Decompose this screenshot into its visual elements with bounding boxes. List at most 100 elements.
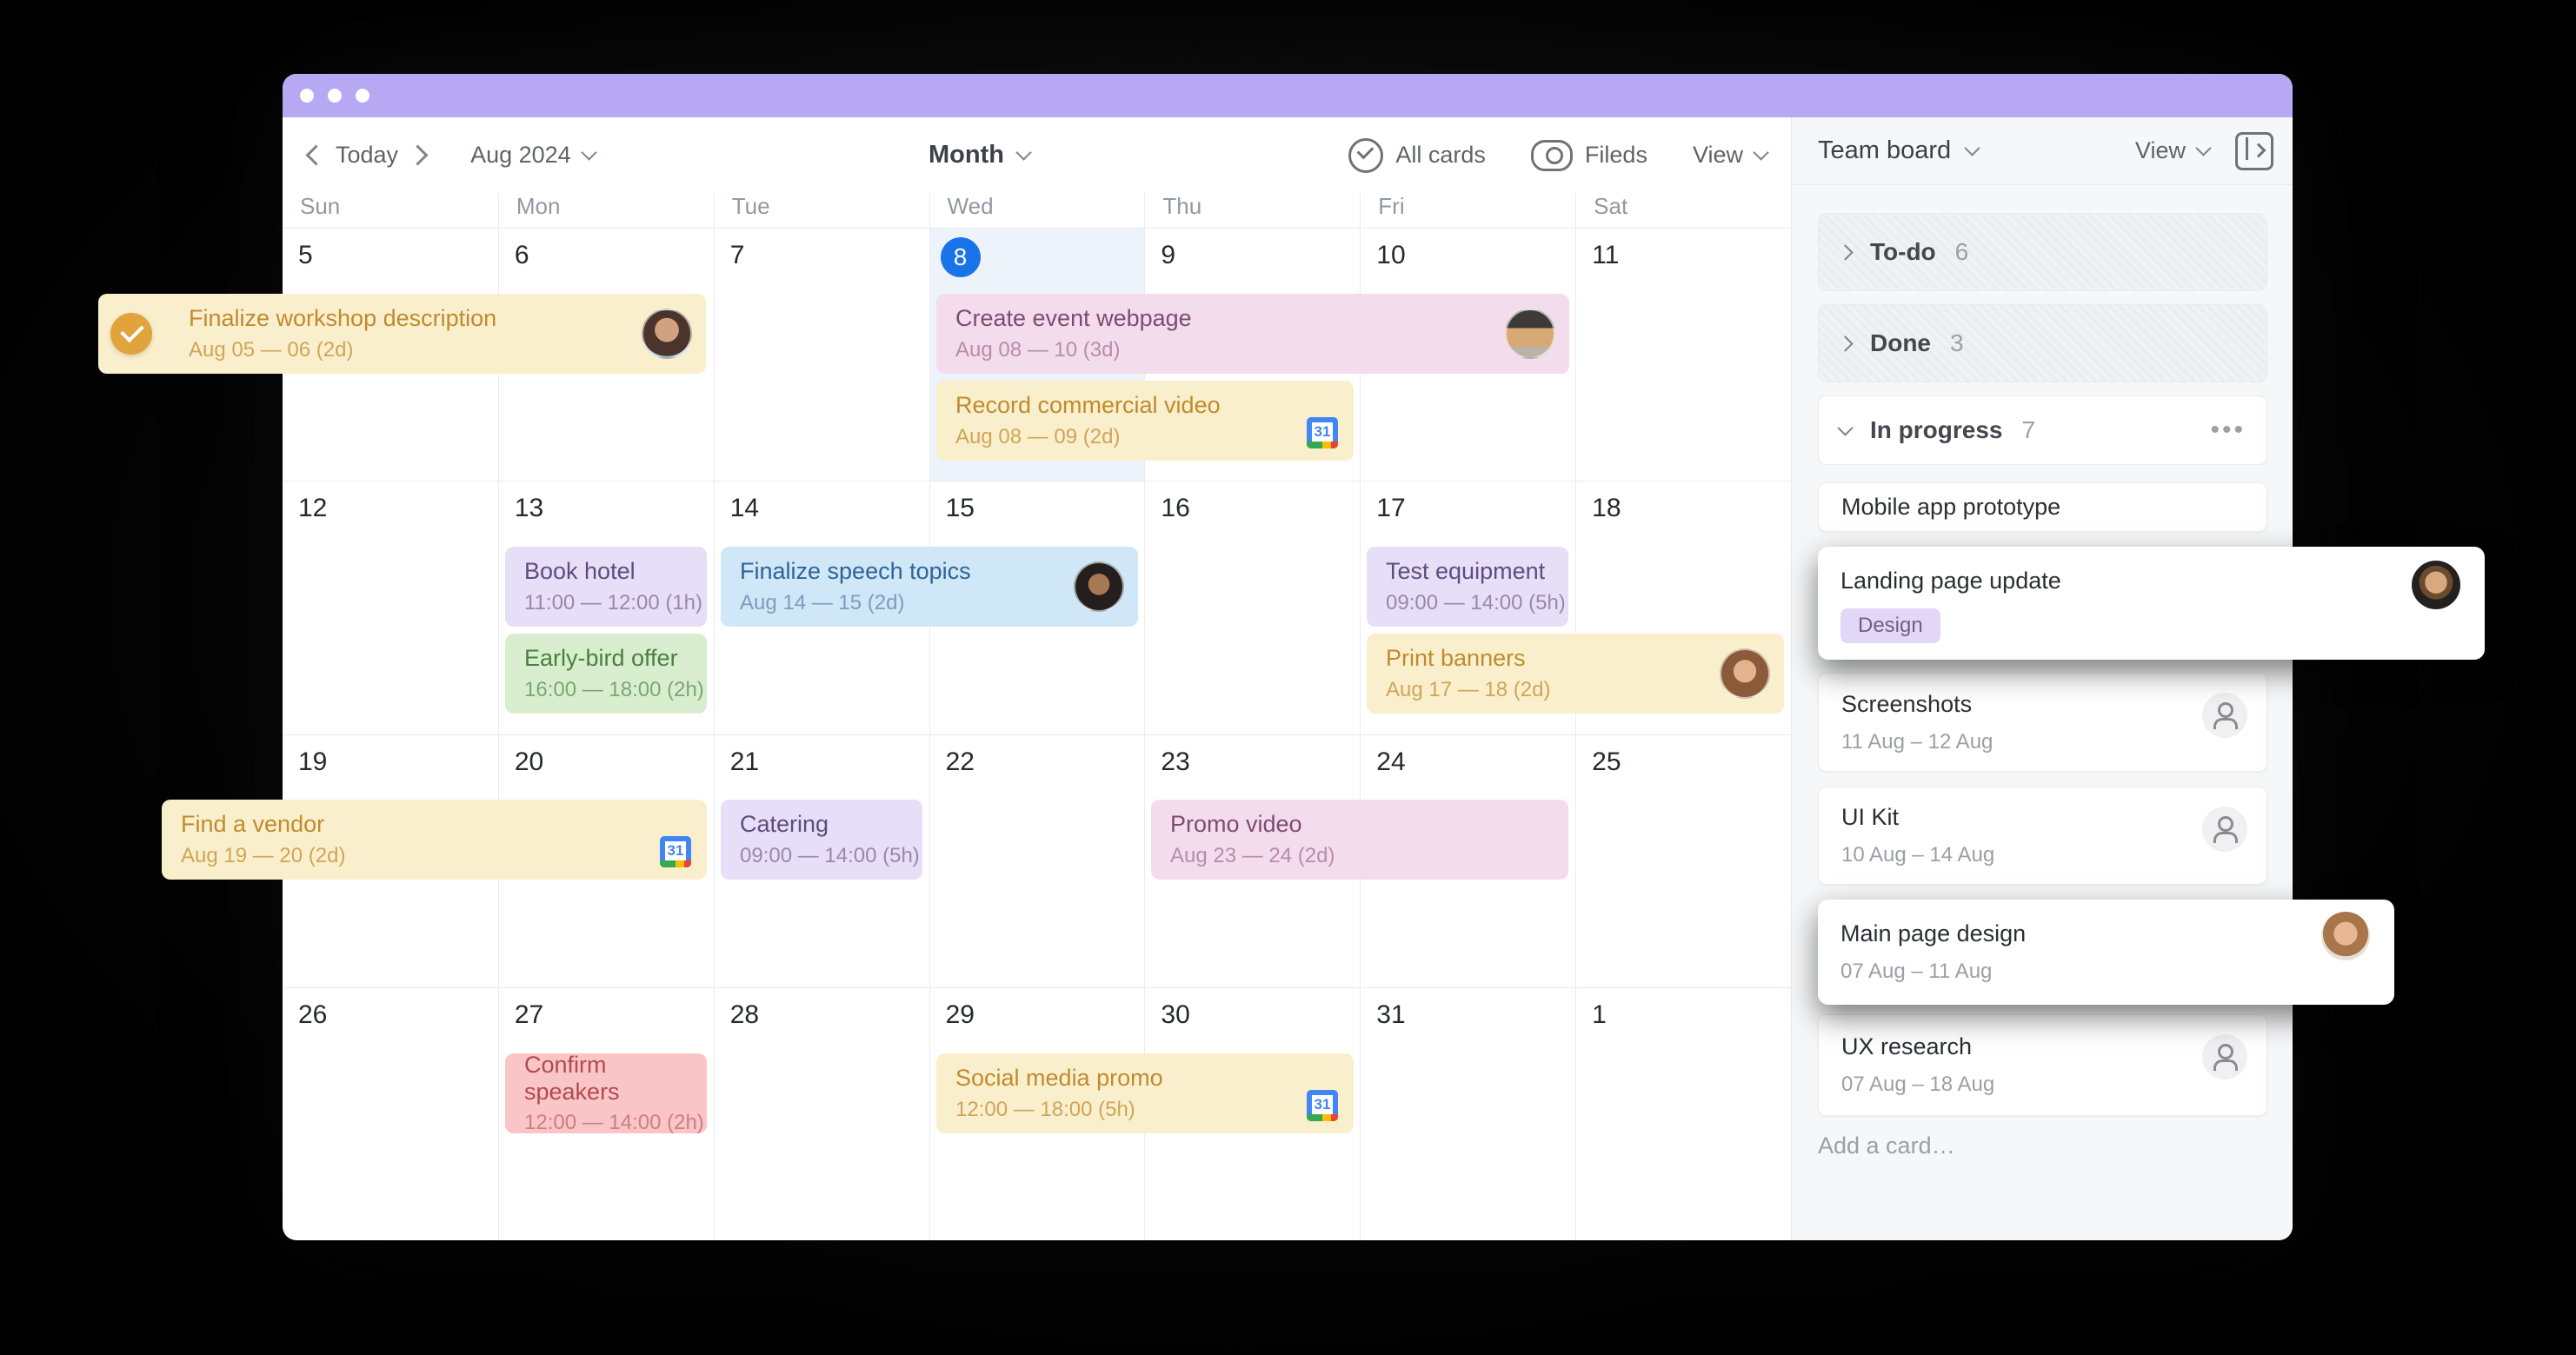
all-cards-label: All cards	[1395, 142, 1486, 168]
event-catering[interactable]: Catering 09:00 — 14:00 (5h)	[721, 800, 922, 880]
card-ux-research[interactable]: UX research 07 Aug – 18 Aug	[1818, 1014, 2267, 1116]
assignee-avatar	[2412, 561, 2460, 609]
day-number: 31	[1376, 1000, 1406, 1029]
window-maximize-button[interactable]	[356, 89, 369, 103]
day-cell[interactable]: 27	[497, 986, 714, 1240]
calendar-view-menu[interactable]: View	[1693, 142, 1769, 169]
all-cards-filter[interactable]: All cards	[1348, 137, 1486, 173]
window-titlebar	[283, 74, 2293, 117]
section-done[interactable]: Done 3	[1818, 304, 2267, 382]
assignee-placeholder-icon[interactable]	[2202, 807, 2247, 852]
day-number: 9	[1161, 241, 1176, 269]
completed-check-icon[interactable]	[110, 313, 152, 355]
day-number: 26	[298, 1000, 328, 1029]
section-more-menu-icon[interactable]: •••	[2210, 415, 2246, 444]
chevron-down-icon[interactable]	[1837, 419, 1854, 436]
event-create-event-webpage[interactable]: Create event webpage Aug 08 — 10 (3d)	[936, 294, 1569, 374]
day-cell[interactable]: 25	[1575, 734, 1791, 987]
event-time: Aug 17 — 18 (2d)	[1386, 677, 1551, 701]
weekday-label: Thu	[1144, 193, 1360, 228]
event-time: Aug 08 — 09 (2d)	[955, 424, 1121, 448]
collapse-panel-icon[interactable]	[2235, 131, 2273, 170]
event-time: 16:00 — 18:00 (2h)	[524, 677, 704, 701]
google-calendar-icon: 31	[1307, 417, 1338, 448]
day-number: 18	[1592, 494, 1621, 523]
section-count: 6	[1954, 238, 1969, 265]
section-in-progress[interactable]: In progress 7 •••	[1818, 395, 2267, 465]
chevron-right-icon[interactable]	[1837, 243, 1854, 261]
event-time: Aug 23 — 24 (2d)	[1170, 843, 1335, 867]
window-controls[interactable]	[300, 89, 369, 103]
window-minimize-button[interactable]	[328, 89, 342, 103]
card-screenshots[interactable]: Screenshots 11 Aug – 12 Aug	[1818, 673, 2267, 772]
day-cell[interactable]: 26	[283, 986, 498, 1240]
chevron-right-icon[interactable]	[1837, 335, 1854, 352]
day-cell[interactable]: 16	[1144, 481, 1361, 734]
event-finalize-speech-topics[interactable]: Finalize speech topics Aug 14 — 15 (2d)	[721, 547, 1138, 627]
event-confirm-speakers[interactable]: Confirm speakers 12:00 — 14:00 (2h)	[505, 1052, 707, 1134]
card-landing-page-update[interactable]: Landing page update Design	[1818, 547, 2485, 660]
event-title: Print banners	[1386, 645, 1526, 672]
day-cell[interactable]: 31	[1360, 986, 1576, 1240]
day-cell[interactable]: 29	[929, 986, 1145, 1240]
card-ui-kit[interactable]: UI Kit 10 Aug – 14 Aug	[1818, 787, 2267, 885]
day-cell[interactable]: 28	[713, 986, 929, 1240]
day-number: 10	[1376, 241, 1406, 269]
event-title: Book hotel	[524, 558, 636, 585]
day-cell[interactable]: 21	[713, 734, 929, 987]
day-cell[interactable]: 19	[283, 734, 498, 987]
card-main-page-design[interactable]: Main page design 07 Aug – 11 Aug	[1818, 900, 2394, 1005]
day-cell[interactable]: 12	[283, 481, 498, 734]
next-period-button[interactable]	[407, 144, 429, 166]
calendar-toolbar: Today Aug 2024 Month All cards	[283, 117, 1791, 193]
board-view-menu[interactable]: View	[2135, 137, 2212, 164]
section-count: 7	[2021, 416, 2036, 443]
board-selector[interactable]: Team board	[1818, 136, 1980, 165]
day-cell[interactable]: 18	[1575, 481, 1791, 734]
day-cell[interactable]: 11	[1575, 228, 1791, 482]
day-number: 19	[298, 747, 328, 776]
today-button[interactable]: Today	[336, 142, 399, 168]
day-number: 17	[1376, 494, 1406, 523]
day-number: 5	[298, 241, 313, 269]
event-test-equipment[interactable]: Test equipment 09:00 — 14:00 (5h)	[1367, 547, 1568, 627]
day-cell[interactable]: 22	[929, 734, 1145, 987]
view-mode-selector[interactable]: Month	[929, 117, 1032, 193]
day-cell[interactable]: 7	[713, 228, 929, 482]
assignee-avatar	[1505, 309, 1555, 359]
day-cell[interactable]: 13	[497, 481, 714, 734]
card-mobile-app-prototype[interactable]: Mobile app prototype	[1818, 482, 2267, 532]
day-cell[interactable]: 17	[1360, 481, 1576, 734]
assignee-avatar	[642, 309, 692, 359]
event-early-bird-offer[interactable]: Early-bird offer 16:00 — 18:00 (2h)	[505, 634, 707, 714]
google-calendar-icon: 31	[1307, 1090, 1338, 1121]
assignee-placeholder-icon[interactable]	[2202, 1034, 2247, 1079]
add-card-button[interactable]: Add a card…	[1818, 1132, 1955, 1159]
card-dates: 10 Aug – 14 Aug	[1841, 843, 1995, 867]
day-cell[interactable]: 5	[283, 228, 498, 481]
event-finalize-workshop-description[interactable]: Finalize workshop description Aug 05 — 0…	[98, 294, 706, 374]
event-time: Aug 14 — 15 (2d)	[740, 590, 905, 614]
event-find-a-vendor[interactable]: Find a vendor Aug 19 — 20 (2d) 31	[162, 800, 707, 880]
event-print-banners[interactable]: Print banners Aug 17 — 18 (2d)	[1367, 634, 1784, 714]
window-close-button[interactable]	[300, 89, 314, 103]
assignee-avatar	[1720, 648, 1770, 699]
event-time: Aug 05 — 06 (2d)	[189, 337, 354, 362]
period-chevron-down-icon[interactable]	[580, 144, 597, 161]
section-to-do[interactable]: To-do 6	[1818, 213, 2267, 291]
day-cell[interactable]: 14	[713, 481, 929, 734]
day-cell[interactable]: 23	[1144, 734, 1361, 987]
fields-button[interactable]: Fileds	[1530, 139, 1647, 171]
period-selector[interactable]: Aug 2024	[470, 142, 571, 168]
event-social-media-promo[interactable]: Social media promo 12:00 — 18:00 (5h) 31	[936, 1053, 1354, 1133]
day-number: 13	[514, 494, 544, 523]
event-record-commercial-video[interactable]: Record commercial video Aug 08 — 09 (2d)…	[936, 381, 1354, 461]
day-cell[interactable]: 1	[1575, 986, 1791, 1240]
assignee-placeholder-icon[interactable]	[2202, 693, 2247, 738]
day-number: 25	[1592, 747, 1621, 776]
event-promo-video[interactable]: Promo video Aug 23 — 24 (2d)	[1151, 800, 1568, 880]
weekday-label: Sat	[1575, 193, 1791, 228]
event-book-hotel[interactable]: Book hotel 11:00 — 12:00 (1h)	[505, 547, 707, 627]
prev-period-button[interactable]	[305, 144, 327, 166]
